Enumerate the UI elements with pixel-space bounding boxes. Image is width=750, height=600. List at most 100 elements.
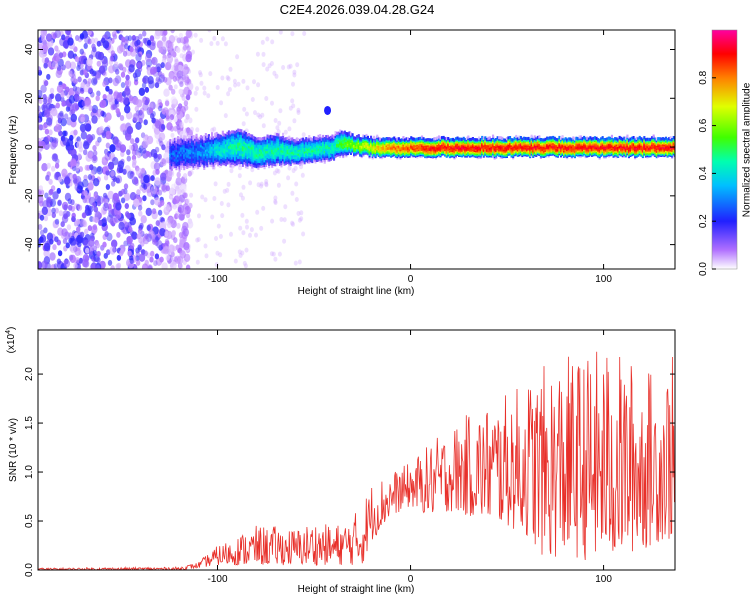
- spectrogram-cell: [178, 155, 181, 159]
- spectrogram-cell: [80, 131, 88, 140]
- spectrogram-cell: [170, 144, 173, 149]
- spectrogram-cell: [122, 96, 129, 105]
- spectrogram-cell: [54, 236, 59, 243]
- spectrogram-cell: [67, 198, 73, 205]
- spectrogram-cell: [169, 157, 172, 161]
- spectrogram-cell: [183, 153, 186, 157]
- spectrogram-cell: [61, 201, 69, 211]
- spectrogram-cell: [212, 35, 217, 41]
- spectrogram-cell: [38, 124, 42, 131]
- spectrogram-cell: [178, 159, 181, 163]
- spectrogram-cell: [68, 87, 75, 97]
- spectrogram-cell: [260, 39, 265, 45]
- spectrogram-cell: [161, 158, 166, 165]
- spectrogram-cell: [291, 168, 296, 174]
- spectrogram-cell: [193, 90, 198, 96]
- spectrogram-cell: [88, 196, 96, 206]
- spectrogram-cell: [273, 200, 278, 206]
- spectrogram-cell: [227, 87, 232, 92]
- spectrogram-cell: [183, 242, 190, 251]
- spectrogram-cell: [94, 217, 99, 223]
- spectrogram-cell: [181, 164, 184, 168]
- spectrogram-cell: [249, 227, 254, 233]
- spectrogram-cell: [181, 162, 184, 166]
- spectrogram-cell: [261, 51, 266, 57]
- spectrogram-cell: [169, 148, 172, 152]
- spectrogram-cell: [282, 217, 287, 223]
- spectrogram-cell: [175, 158, 178, 162]
- spectrogram-cell: [176, 37, 181, 44]
- spectrogram-cell: [170, 167, 173, 171]
- spectrogram-cell: [301, 132, 306, 138]
- spectrogram-cell: [173, 84, 178, 90]
- spectrogram-cell: [168, 187, 176, 196]
- spectrogram-cell: [189, 126, 194, 132]
- spectrogram-cell: [49, 87, 55, 94]
- spectrogram-cell: [109, 55, 115, 62]
- spectrogram-cell: [126, 126, 134, 135]
- spectrogram-cell: [223, 41, 228, 47]
- spectrogram-cell: [172, 163, 175, 167]
- spectrogram-cell: [67, 37, 74, 46]
- spectrogram-cell: [233, 82, 238, 88]
- spectrogram-cell: [46, 73, 51, 80]
- spectrogram-cell: [299, 210, 304, 216]
- spectrogram-cell: [181, 155, 184, 159]
- spectrogram-cell: [54, 218, 60, 225]
- spectrogram-cell: [172, 259, 177, 265]
- spectrogram-cell: [287, 165, 292, 171]
- spectrogram-cell: [76, 140, 83, 149]
- spectrogram-cell: [143, 119, 148, 126]
- spectrogram-cell: [172, 51, 177, 58]
- spectrogram-cell: [178, 161, 181, 165]
- spectrogram-cell: [177, 204, 185, 214]
- spectrogram-cell: [156, 40, 164, 49]
- spectrogram-cell: [173, 153, 176, 157]
- spectrogram-cell: [120, 71, 126, 78]
- spectrogram-cell: [229, 231, 233, 237]
- spectrogram-cell: [104, 165, 110, 172]
- spectrogram-cell: [170, 149, 173, 153]
- spectrogram-cell: [178, 141, 181, 145]
- spectrogram-cell: [179, 121, 184, 128]
- spectrogram-cell: [132, 117, 137, 124]
- spectrogram-cell: [178, 164, 181, 168]
- spectrogram-cell: [147, 76, 154, 85]
- spectrogram-cell: [154, 177, 161, 186]
- spectrogram-cell: [55, 158, 60, 165]
- spectrogram-cell: [185, 30, 192, 39]
- spectrogram-cell: [138, 51, 143, 58]
- spectrogram-cell: [138, 87, 146, 97]
- spectrogram-cell: [153, 162, 161, 171]
- spectrogram-cell: [51, 60, 59, 70]
- spectrogram-cell: [162, 246, 170, 255]
- spectrogram-cell: [144, 99, 149, 106]
- spectrogram-cell: [55, 55, 61, 62]
- spectrogram-cell: [122, 168, 127, 175]
- spectrogram-cell: [226, 91, 231, 97]
- spectrogram-cell: [93, 150, 98, 157]
- spectrogram-cell: [55, 93, 62, 102]
- spectrogram-cell: [175, 142, 178, 146]
- spectrogram-cell: [170, 158, 173, 162]
- spectrogram-cell: [173, 144, 176, 148]
- spectrogram-cell: [62, 137, 69, 146]
- spectrogram-cell: [170, 51, 175, 56]
- spectrogram-cell: [42, 200, 49, 209]
- spectrogram-cell: [155, 220, 160, 227]
- spectrogram-cell: [145, 207, 152, 217]
- spectrogram-cell: [137, 66, 143, 73]
- spectrogram-cell: [189, 170, 194, 175]
- spectrogram-cell: [184, 135, 187, 139]
- spectrogram-cell: [370, 135, 373, 139]
- spectrogram-cell: [200, 194, 205, 200]
- spectrogram-cell: [178, 143, 181, 147]
- spectrogram-cell: [181, 148, 184, 152]
- spectrogram-cell: [120, 123, 128, 132]
- spectrogram-cell: [145, 49, 153, 59]
- spectrogram-cell: [165, 219, 170, 226]
- spectrogram-cell: [225, 75, 230, 81]
- spectrogram-cell: [175, 210, 180, 216]
- spectrogram-cell: [115, 68, 120, 75]
